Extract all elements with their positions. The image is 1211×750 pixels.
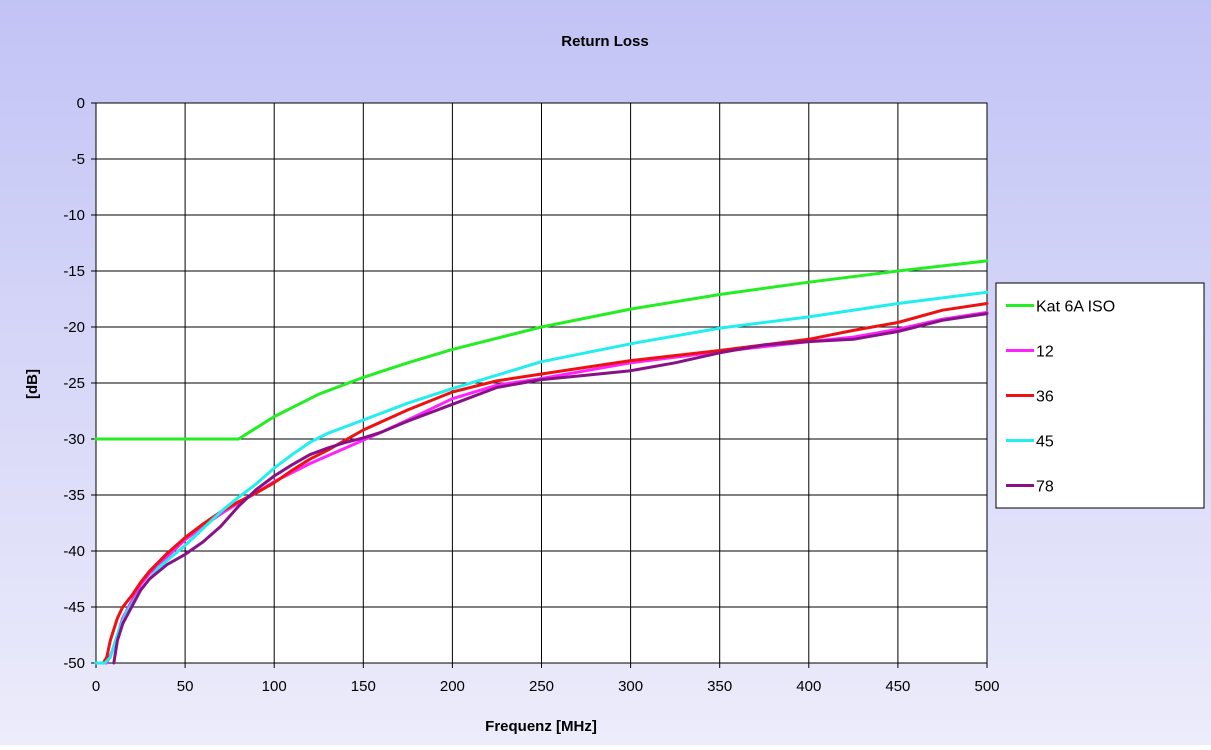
legend-entry: 45 [1036, 434, 1054, 451]
x-tick-label: 200 [440, 678, 465, 695]
y-axis-label: [dB] [24, 369, 41, 399]
x-tick-label: 250 [529, 678, 554, 695]
x-tick-label: 0 [92, 678, 100, 695]
y-tick-label: -15 [63, 263, 85, 280]
x-tick-label: 350 [707, 678, 732, 695]
series-line-36 [101, 302, 989, 665]
y-tick-label: -30 [63, 431, 85, 448]
y-tick-label: -5 [72, 151, 85, 168]
legend-entry: Kat 6A ISO [1036, 299, 1115, 316]
x-tick-label: 50 [177, 678, 194, 695]
legend-entry: 12 [1036, 344, 1054, 361]
legend-entry: 36 [1036, 389, 1054, 406]
x-tick-label: 300 [618, 678, 643, 695]
x-tick-label: 150 [351, 678, 376, 695]
legend: Kat 6A ISO 12 36 45 78 [995, 282, 1205, 509]
y-tick-label: 0 [77, 95, 85, 112]
x-tick-label: 450 [885, 678, 910, 695]
series-line-kat-6a-iso [94, 259, 989, 441]
x-tick-label: 500 [974, 678, 999, 695]
legend-entry: 78 [1036, 479, 1054, 496]
y-tick-label: -35 [63, 487, 85, 504]
chart-title: Return Loss [561, 33, 649, 50]
y-tick-label: -25 [63, 375, 85, 392]
x-tick-label: 400 [796, 678, 821, 695]
x-tick-label: 100 [262, 678, 287, 695]
y-tick-label: -50 [63, 655, 85, 672]
series-line-78 [112, 312, 989, 665]
y-tick-label: -10 [63, 207, 85, 224]
plot-area: 0 50 100 150 200 250 300 350 400 450 500 0 -5 -10 -15 -… [63, 95, 999, 695]
x-axis-label: Frequenz [MHz] [485, 718, 597, 735]
y-tick-label: -20 [63, 319, 85, 336]
y-tick-label: -40 [63, 543, 85, 560]
y-tick-label: -45 [63, 599, 85, 616]
